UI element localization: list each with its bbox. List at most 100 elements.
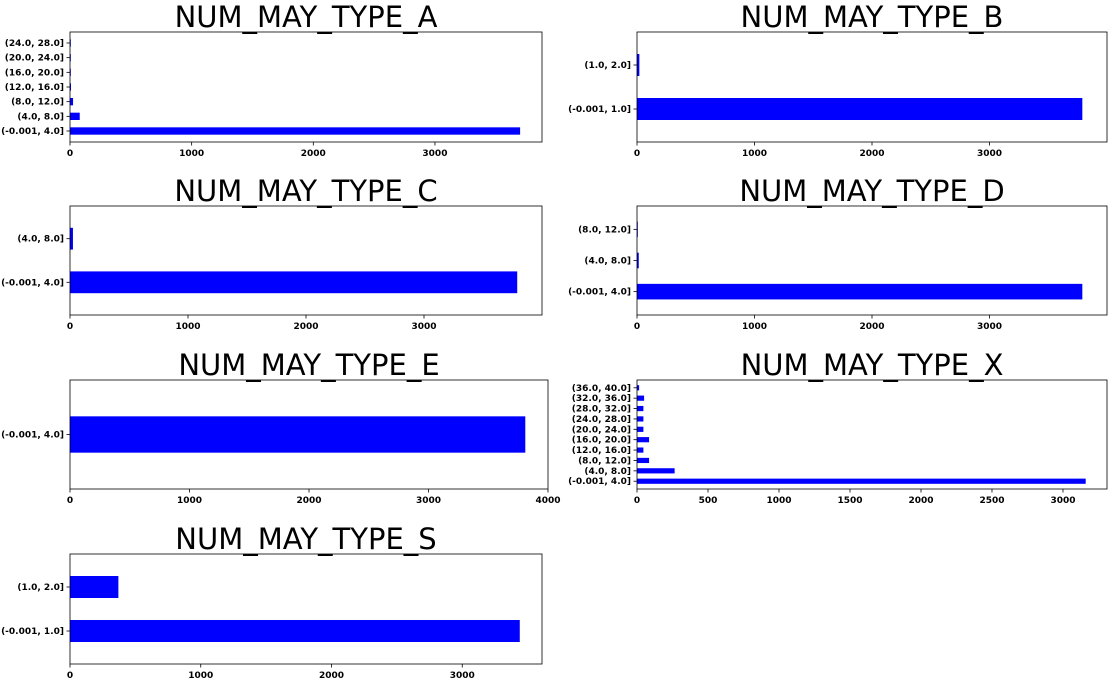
y-tick-label: (8.0, 12.0] [11,98,64,108]
bar [637,478,1086,484]
subplot-title: NUM_MAY_TYPE_E [178,348,439,382]
bar [637,395,645,401]
subplot-title: NUM_MAY_TYPE_C [174,174,437,208]
subplot-title: NUM_MAY_TYPE_S [175,522,436,556]
x-tick-label: 1000 [175,322,200,332]
y-tick-label: (4.0, 8.0] [17,112,64,122]
x-tick-label: 3000 [977,149,1002,159]
x-tick-label: 0 [67,671,73,681]
bar [637,385,640,391]
bar [70,271,518,294]
x-tick-label: 0 [634,149,640,159]
bar [637,447,644,453]
x-tick-label: 0 [67,496,73,506]
y-tick-label: (1.0, 2.0] [17,583,64,593]
y-tick-label: (20.0, 24.0] [572,425,631,435]
x-tick-label: 1000 [766,496,791,506]
x-tick-label: 1000 [742,322,767,332]
axes-frame [636,379,1108,490]
subplot-1: NUM_MAY_TYPE_A (-0.001, 4.0] (4.0, 8.0] (8.… [1,0,543,159]
subplot-7: NUM_MAY_TYPE_S (-0.001, 1.0] (1.0, 2.0] 0 10… [1,522,543,681]
x-tick-label: 1000 [179,149,204,159]
subplot-2: NUM_MAY_TYPE_B (-0.001, 1.0] (1.0, 2.0] 0 10… [568,0,1108,159]
x-tick-label: 3000 [450,671,475,681]
y-tick-label: (-0.001, 4.0] [568,288,631,298]
bar [637,468,675,474]
y-tick-label: (16.0, 20.0] [572,436,631,446]
x-tick-label: 3000 [422,149,447,159]
x-tick-label: 2000 [319,671,344,681]
subplot-5: NUM_MAY_TYPE_E (-0.001, 4.0] 0 1000 2000 3000… [1,348,560,506]
x-tick-label: 500 [699,496,718,506]
x-tick-label: 3000 [977,322,1002,332]
x-tick-label: 2000 [293,322,318,332]
bar [637,221,638,238]
bar [637,426,644,432]
y-tick-label: (12.0, 16.0] [5,83,64,93]
y-tick-label: (-0.001, 4.0] [1,278,64,288]
bar [637,416,644,422]
bar [70,416,526,453]
y-tick-label: (4.0, 8.0] [17,235,64,245]
bar [637,98,1083,120]
x-tick-label: 2000 [301,149,326,159]
subplot-4: NUM_MAY_TYPE_D (-0.001, 4.0] (4.0, 8.0] (8.… [568,174,1108,332]
y-tick-label: (-0.001, 1.0] [1,627,64,637]
y-tick-label: (28.0, 32.0] [572,405,631,415]
x-tick-label: 0 [67,322,73,332]
subplot-title: NUM_MAY_TYPE_D [739,174,1004,208]
bar [70,83,71,91]
subplot-title: NUM_MAY_TYPE_A [175,0,438,34]
bar [637,457,650,464]
y-tick-label: (12.0, 16.0] [572,446,631,456]
subplot-title: NUM_MAY_TYPE_X [741,348,1004,382]
axes-frame [69,205,543,316]
x-tick-label: 1000 [188,671,213,681]
y-tick-label: (1.0, 2.0] [584,61,631,71]
axes-frame [69,31,543,143]
y-tick-label: (-0.001, 4.0] [568,477,631,487]
axes-frame [636,31,1108,143]
x-tick-label: 2000 [859,149,884,159]
subplot-6: NUM_MAY_TYPE_X (-0.001, 4.0](4.0, 8.0](8.… [568,348,1108,506]
bar [637,252,639,269]
x-tick-label: 0 [67,149,73,159]
x-tick-label: 1000 [742,149,767,159]
x-tick-label: 4000 [535,496,560,506]
x-tick-label: 3000 [411,322,436,332]
bar [637,54,640,76]
y-tick-label: (16.0, 20.0] [5,68,64,78]
subplot-title: NUM_MAY_TYPE_B [741,0,1004,34]
y-tick-label: (32.0, 36.0] [572,394,631,404]
y-tick-label: (36.0, 40.0] [572,384,631,394]
axes-frame [636,205,1108,316]
x-tick-label: 1500 [837,496,862,506]
bar [637,283,1083,300]
bar [70,576,119,598]
y-tick-label: (24.0, 28.0] [5,39,64,49]
y-tick-label: (-0.001, 1.0] [568,105,631,115]
axes-frame [69,379,549,490]
y-tick-label: (-0.001, 4.0] [1,127,64,137]
x-tick-label: 2000 [859,322,884,332]
y-tick-label: (-0.001, 4.0] [1,431,64,441]
y-tick-label: (4.0, 8.0] [584,257,631,267]
subplot-3: NUM_MAY_TYPE_C (-0.001, 4.0] (4.0, 8.0] 0 10… [1,174,543,332]
x-tick-label: 1000 [177,496,202,506]
bar [70,227,73,250]
y-tick-label: (8.0, 12.0] [578,225,631,235]
x-tick-label: 2000 [908,496,933,506]
bar [637,405,644,412]
x-tick-label: 0 [634,322,640,332]
x-tick-label: 3000 [1050,496,1075,506]
y-tick-label: (8.0, 12.0] [578,456,631,466]
x-tick-label: 2000 [296,496,321,506]
bar [70,620,520,642]
bar [70,98,74,106]
x-tick-label: 3000 [416,496,441,506]
y-tick-label: (4.0, 8.0] [584,467,631,477]
y-tick-label: (24.0, 28.0] [572,415,631,425]
bar [637,437,650,443]
bar [70,127,521,135]
